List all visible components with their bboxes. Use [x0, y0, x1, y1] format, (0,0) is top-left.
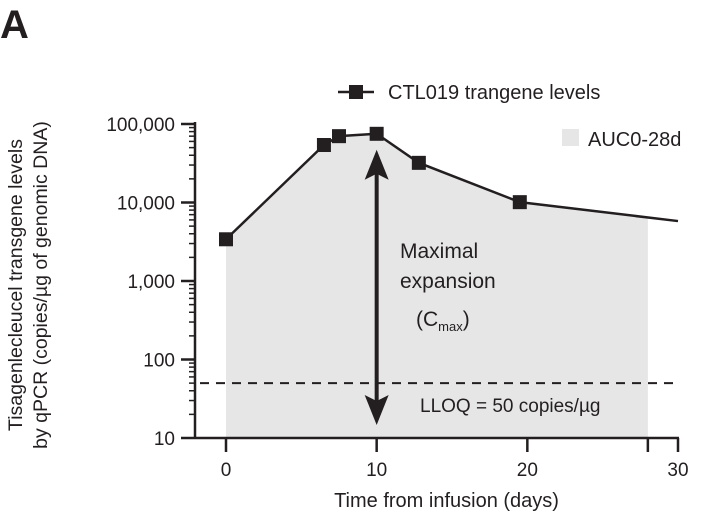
y-tick-label: 10,000: [117, 194, 175, 215]
legend-marker-swatch: [349, 85, 363, 99]
data-point: [411, 155, 426, 170]
annotation-line-1: Maximal: [400, 240, 478, 263]
x-axis-label: Time from infusion (days): [334, 490, 559, 512]
arrow-up-icon: [364, 149, 389, 180]
auc-area: [226, 133, 648, 439]
annotation-line-2: expansion: [400, 270, 496, 293]
data-point: [369, 126, 384, 141]
legend-auc-swatch: [562, 129, 579, 146]
y-tick-label: 10: [154, 429, 175, 450]
x-tick-label: 30: [667, 460, 688, 481]
legend-label-series: CTL019 trangene levels: [388, 82, 600, 104]
y-tick-label: 100,000: [106, 115, 175, 136]
y-tick-label: 1,000: [127, 272, 175, 293]
legend-label-auc: AUC0-28d: [588, 129, 681, 151]
x-tick-label: 20: [517, 460, 538, 481]
panel-label: A: [0, 3, 29, 47]
data-point: [332, 129, 346, 144]
y-tick-label: 100: [143, 351, 175, 372]
lloq-label: LLOQ = 50 copies/µg: [420, 396, 600, 417]
data-point: [219, 232, 233, 247]
arrow-down-icon: [364, 395, 389, 425]
y-axis-label-line-2: by qPCR (copies/µg of genomic DNA): [30, 121, 52, 449]
data-point: [512, 195, 527, 210]
x-tick-label: 0: [221, 460, 232, 481]
data-point: [316, 138, 331, 153]
x-tick-label: 10: [366, 460, 387, 481]
y-axis-label-line-1: Tisagenlecleucel transgene levels: [5, 139, 27, 431]
